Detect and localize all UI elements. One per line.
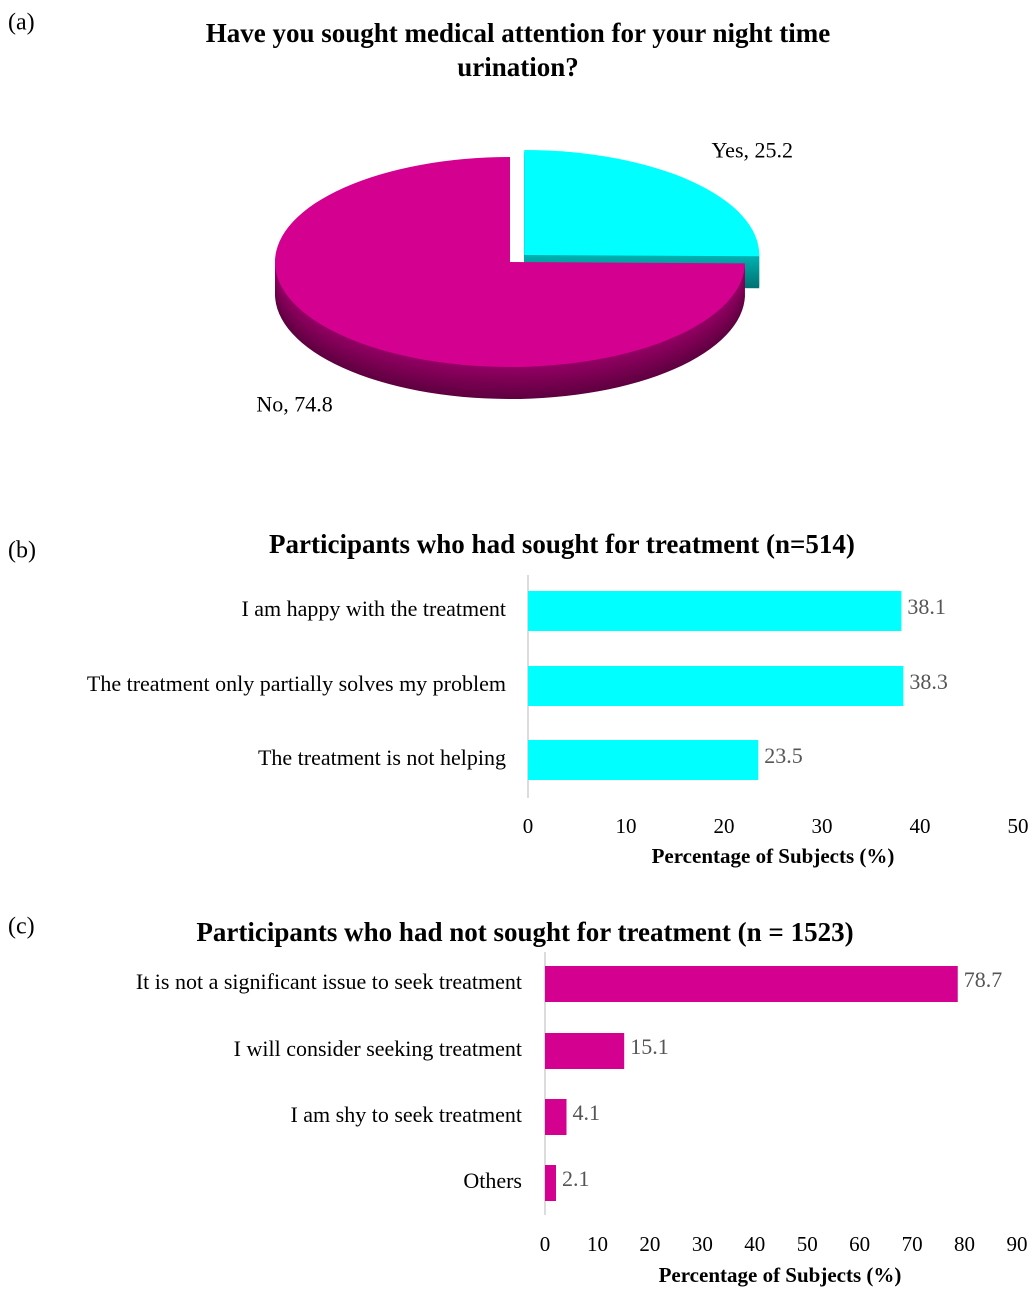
bar [528, 740, 759, 780]
x-tick-label: 20 [714, 814, 735, 838]
y-tick-label: It is not a significant issue to seek tr… [136, 969, 522, 994]
x-tick-label: 90 [1007, 1232, 1028, 1256]
y-tick-label: I will consider seeking treatment [234, 1036, 522, 1061]
data-label: 78.7 [964, 967, 1003, 992]
data-label: 2.1 [562, 1166, 590, 1191]
x-axis-label: Percentage of Subjects (%) [652, 844, 895, 868]
data-label: 4.1 [573, 1100, 601, 1125]
x-tick-label: 10 [616, 814, 637, 838]
pie-slice [274, 157, 745, 367]
x-tick-label: 80 [954, 1232, 975, 1256]
chart-title: urination? [457, 52, 579, 82]
bar [545, 966, 958, 1002]
x-tick-label: 50 [797, 1232, 818, 1256]
x-tick-label: 30 [812, 814, 833, 838]
data-label: 38.3 [909, 669, 948, 694]
bar [528, 666, 904, 706]
chart-title: Have you sought medical attention for yo… [206, 18, 831, 48]
y-tick-label: I am happy with the treatment [241, 596, 506, 621]
data-label: 15.1 [630, 1034, 669, 1059]
x-tick-label: 40 [744, 1232, 765, 1256]
chart-title: Participants who had not sought for trea… [196, 917, 853, 947]
panel-label: (c) [8, 914, 35, 940]
x-tick-label: 10 [587, 1232, 608, 1256]
bar [545, 1033, 625, 1069]
pie-slice [524, 149, 760, 257]
x-tick-label: 70 [902, 1232, 923, 1256]
bar [528, 591, 902, 631]
y-tick-label: The treatment only partially solves my p… [87, 671, 506, 696]
data-label: 38.1 [907, 594, 946, 619]
y-tick-label: I am shy to seek treatment [290, 1102, 522, 1127]
bar [545, 1165, 557, 1201]
y-tick-label: Others [463, 1168, 522, 1193]
x-tick-label: 60 [849, 1232, 870, 1256]
x-tick-label: 30 [692, 1232, 713, 1256]
x-tick-label: 0 [523, 814, 534, 838]
panel-label: (b) [8, 538, 36, 564]
panel-label: (a) [8, 10, 35, 36]
x-tick-label: 50 [1008, 814, 1029, 838]
data-label: No, 74.8 [256, 392, 332, 417]
y-tick-label: The treatment is not helping [258, 745, 506, 770]
x-axis-label: Percentage of Subjects (%) [659, 1263, 902, 1287]
chart-title: Participants who had sought for treatmen… [269, 529, 855, 559]
x-tick-label: 0 [540, 1232, 551, 1256]
bar [545, 1099, 567, 1135]
x-tick-label: 20 [639, 1232, 660, 1256]
data-label: Yes, 25.2 [712, 137, 794, 162]
x-tick-label: 40 [910, 814, 931, 838]
data-label: 23.5 [764, 743, 803, 768]
